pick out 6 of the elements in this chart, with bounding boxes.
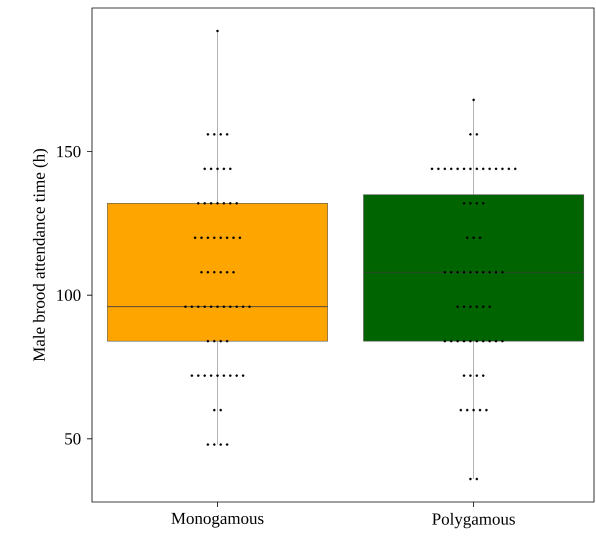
y-tick-label: 50 xyxy=(65,433,81,445)
x-tick-label: Monogamous xyxy=(171,512,264,528)
y-axis-title: Male brood attendance time (h) xyxy=(32,148,48,362)
y-tick-label: 150 xyxy=(57,146,81,158)
y-tick-label: 100 xyxy=(57,289,81,301)
x-tick-label: Polygamous xyxy=(432,512,515,528)
